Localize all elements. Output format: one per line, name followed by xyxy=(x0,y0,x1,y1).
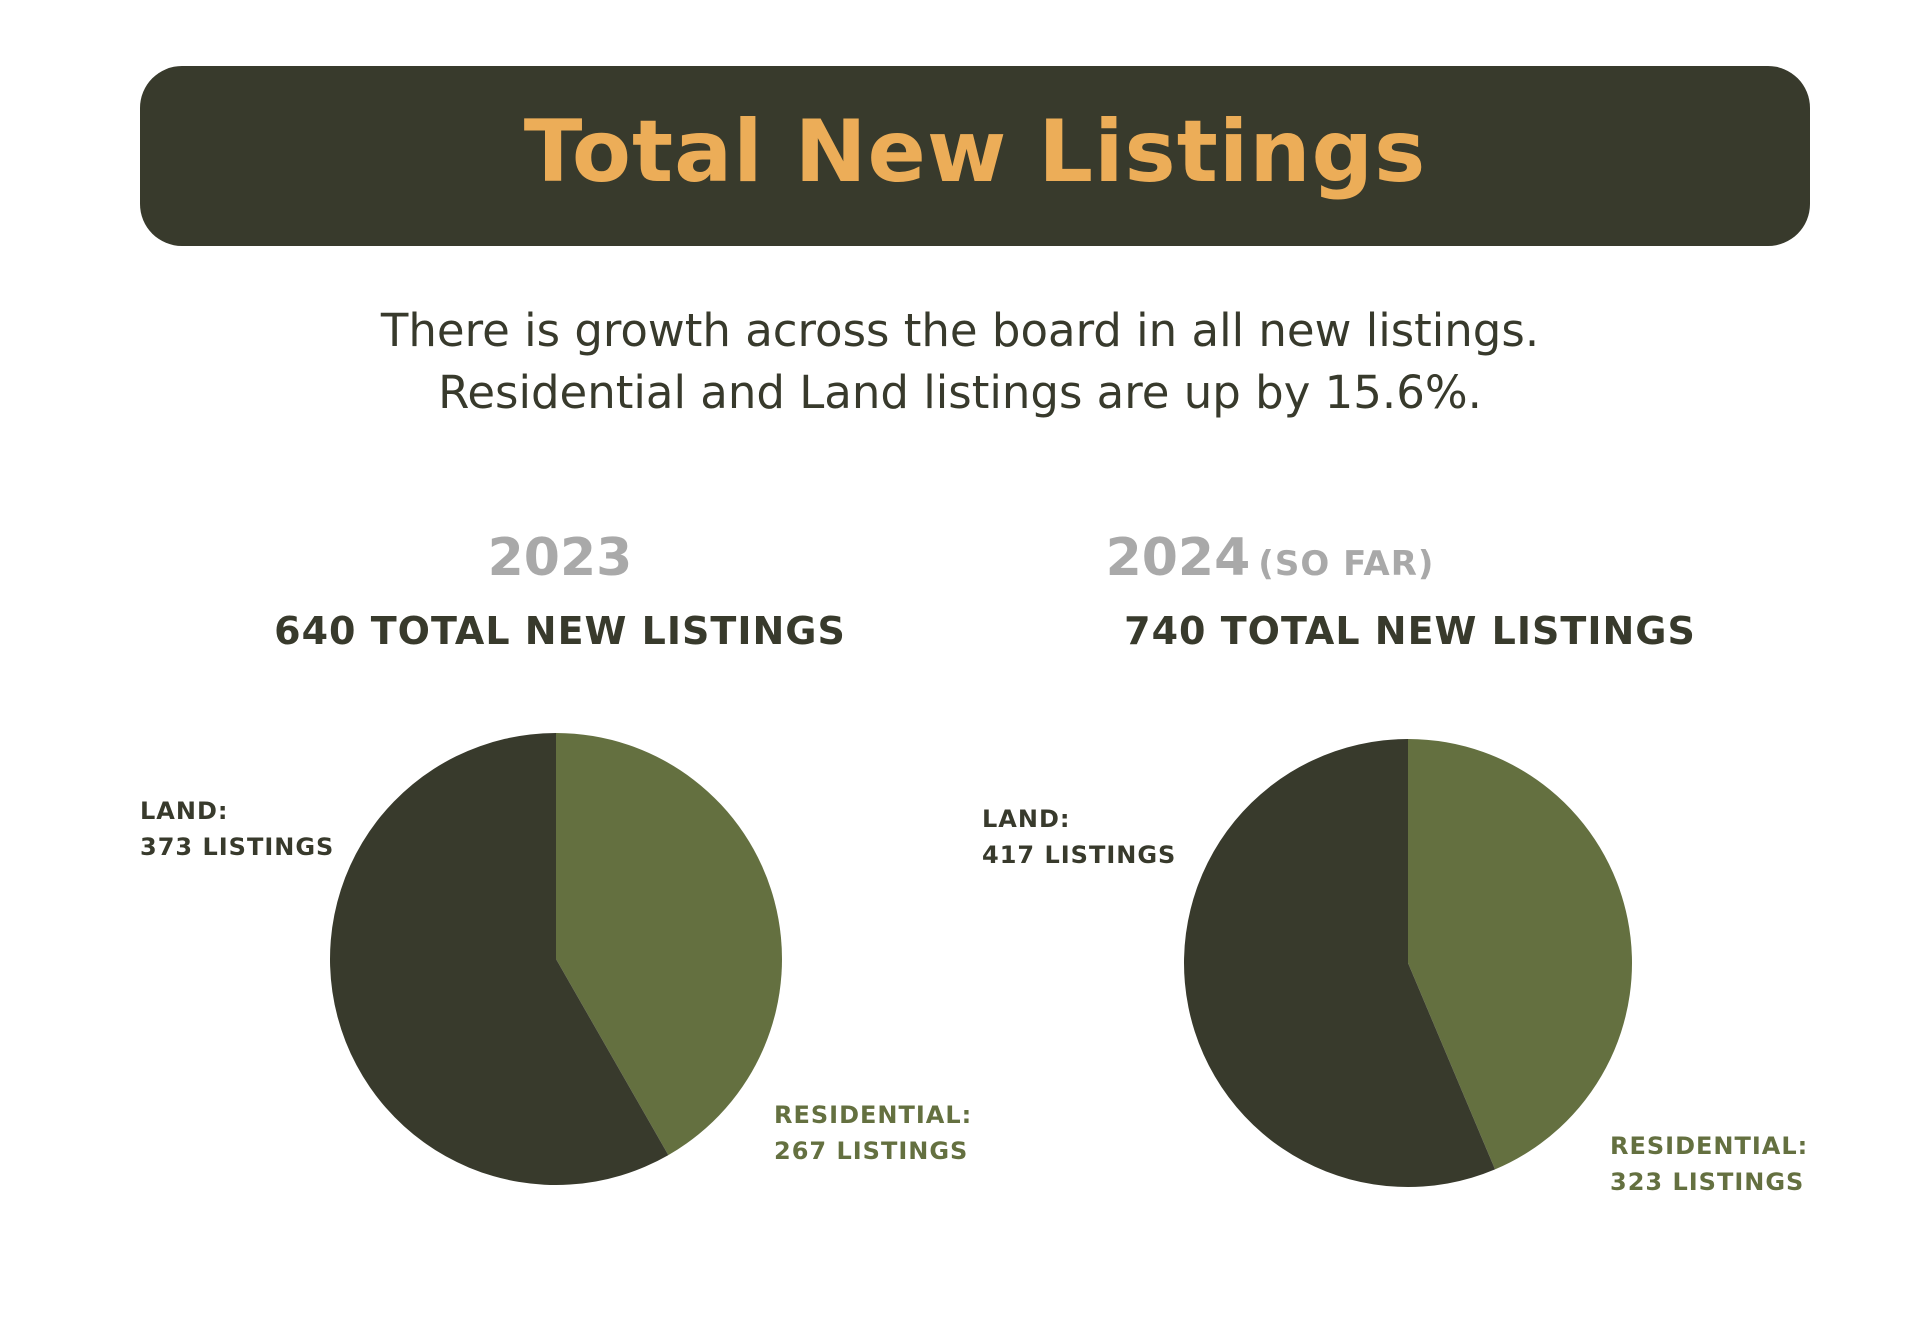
chart-2024-land-label-name: LAND: xyxy=(982,805,1071,833)
chart-2024-year-text: 2024 xyxy=(1105,528,1251,588)
page-title: Total New Listings xyxy=(523,102,1427,202)
chart-2023-land-label: LAND: 373 LISTINGS xyxy=(140,793,334,865)
chart-2023-year-text: 2023 xyxy=(487,528,633,588)
chart-2023-year: 2023 xyxy=(310,532,810,584)
chart-2024-slice-residential xyxy=(1408,739,1632,1170)
chart-2023-residential-label-value: 267 LISTINGS xyxy=(774,1137,969,1165)
chart-2024-pie xyxy=(1184,739,1632,1187)
summary-line-2: Residential and Land listings are up by … xyxy=(438,366,1482,419)
chart-2024-land-label-value: 417 LISTINGS xyxy=(982,841,1177,869)
chart-2023-pie xyxy=(329,733,782,1185)
chart-2023-slice-residential xyxy=(556,733,782,1156)
summary-line-1: There is growth across the board in all … xyxy=(380,304,1540,357)
chart-2024-residential-label-name: RESIDENTIAL: xyxy=(1610,1132,1809,1160)
chart-2023-land-label-name: LAND: xyxy=(140,797,229,825)
chart-2024-year-note: (SO FAR) xyxy=(1258,544,1435,584)
chart-2024-residential-label-value: 323 LISTINGS xyxy=(1610,1168,1805,1196)
chart-2023-land-label-value: 373 LISTINGS xyxy=(140,833,335,861)
header-banner: Total New Listings xyxy=(140,66,1810,246)
chart-2024-residential-label: RESIDENTIAL: 323 LISTINGS xyxy=(1610,1128,1808,1200)
chart-2024-slice-land xyxy=(1184,739,1496,1187)
chart-2024-land-label: LAND: 417 LISTINGS xyxy=(982,801,1176,873)
chart-2023-slice-land xyxy=(329,733,669,1185)
chart-2024-year: 2024 (SO FAR) xyxy=(1020,532,1520,584)
chart-2023-total: 640 TOTAL NEW LISTINGS xyxy=(274,609,846,653)
chart-2023-residential-label-name: RESIDENTIAL: xyxy=(774,1101,973,1129)
chart-2023-residential-label: RESIDENTIAL: 267 LISTINGS xyxy=(774,1097,972,1169)
summary-text: There is growth across the board in all … xyxy=(0,300,1920,424)
chart-2024-total: 740 TOTAL NEW LISTINGS xyxy=(1124,609,1696,653)
